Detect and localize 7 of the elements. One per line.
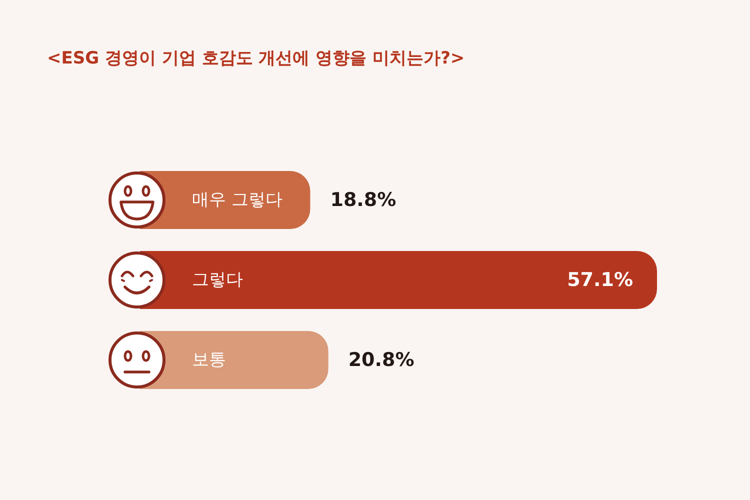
data-label: 20.8% [348,349,414,371]
chart-title: <ESG 경영이 기업 호감도 개선에 영향을 미치는가?> [47,48,465,68]
y-tick-label: 그렇다 [192,270,243,290]
data-label: 57.1% [567,269,633,291]
data-label: 18.8% [330,189,396,211]
y-tick-label: 보통 [192,350,226,370]
y-tick-label: 매우 그렇다 [192,190,282,210]
